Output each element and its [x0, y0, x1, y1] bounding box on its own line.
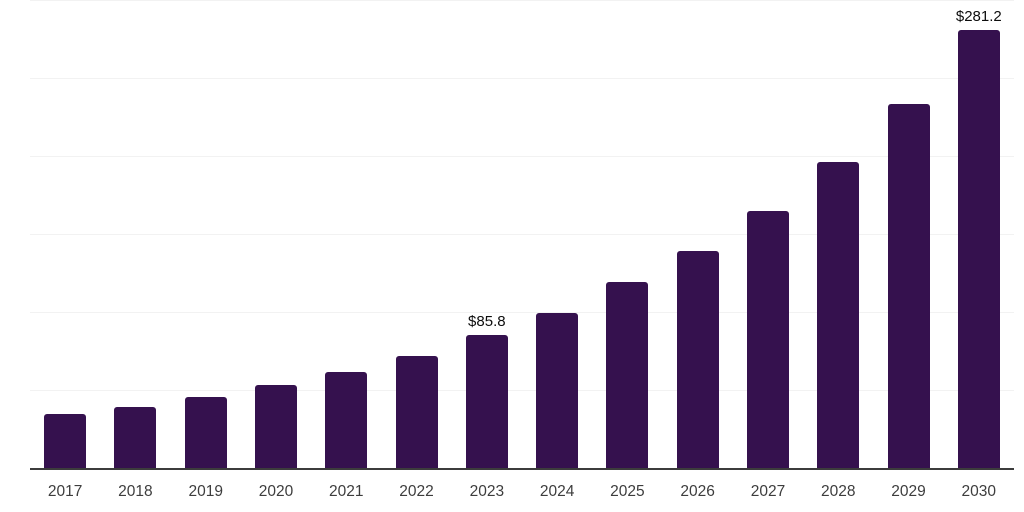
x-tick-label-2029: 2029 — [891, 483, 926, 500]
gridline-50 — [30, 390, 1014, 391]
x-tick-label-2028: 2028 — [820, 483, 856, 500]
bar-value-label-2023: $85.8 — [468, 313, 506, 331]
x-tick-label-2027: 2027 — [750, 483, 786, 500]
bar-slot-2018 — [100, 1, 170, 469]
bar-2019 — [184, 397, 227, 469]
bar-slot-2030: $281.2 — [944, 1, 1014, 469]
bar-slot-2020 — [241, 1, 311, 469]
bar-slot-2027 — [733, 1, 803, 469]
bar-slot-2019 — [171, 1, 241, 469]
bar-2029 — [887, 103, 930, 469]
gridline-300 — [30, 0, 1014, 1]
x-tick-label-2019: 2019 — [188, 483, 223, 500]
x-tick-label-2026: 2026 — [680, 483, 715, 500]
bar-2027 — [746, 211, 789, 469]
bar-2030 — [957, 30, 1000, 469]
bar-2018 — [114, 407, 157, 469]
bar-2025 — [606, 282, 649, 469]
bar-2026 — [676, 251, 719, 469]
bar-slot-2025 — [592, 1, 662, 469]
gridline-250 — [30, 78, 1014, 79]
bar-2021 — [325, 372, 368, 469]
gridline-100 — [30, 312, 1014, 313]
bar-2024 — [536, 313, 579, 469]
x-tick-label-2017: 2017 — [47, 483, 83, 500]
x-axis-labels: 2017 2018 2019 2020 2021 2022 2023 2024 2025 2026… — [30, 470, 1014, 512]
x-tick-label-2023: 2023 — [469, 483, 505, 500]
x-tick-label-2030: 2030 — [961, 483, 997, 500]
x-tick-label-2020: 2020 — [258, 483, 294, 500]
bar-slot-2022 — [381, 1, 451, 469]
bar-slot-2024 — [522, 1, 592, 469]
bar-2020 — [254, 385, 297, 469]
bar-slot-2028 — [803, 1, 873, 469]
bar-slot-2021 — [311, 1, 381, 469]
x-tick-label-2021: 2021 — [329, 483, 364, 500]
bar-slot-2026 — [663, 1, 733, 469]
x-tick-label-2018: 2018 — [118, 483, 153, 500]
x-tick-label-2022: 2022 — [399, 483, 434, 500]
bar-2028 — [817, 162, 860, 469]
bar-2023 — [465, 335, 508, 469]
x-tick-label-2024: 2024 — [539, 483, 575, 500]
bar-slot-2017 — [30, 1, 100, 469]
bar-value-label-2030: $281.2 — [955, 8, 1002, 26]
bar-2022 — [395, 356, 438, 469]
x-tick-label-2025: 2025 — [610, 483, 645, 500]
x-axis-line — [30, 468, 1014, 470]
bar-slot-2023: $85.8 — [452, 1, 522, 469]
bars-container: $85.8 $281.2 — [30, 1, 1014, 469]
bar-slot-2029 — [873, 1, 943, 469]
plot-area: $85.8 $281.2 — [30, 0, 1014, 470]
gridline-200 — [30, 156, 1014, 157]
gridline-150 — [30, 234, 1014, 235]
bar-2017 — [44, 414, 87, 469]
